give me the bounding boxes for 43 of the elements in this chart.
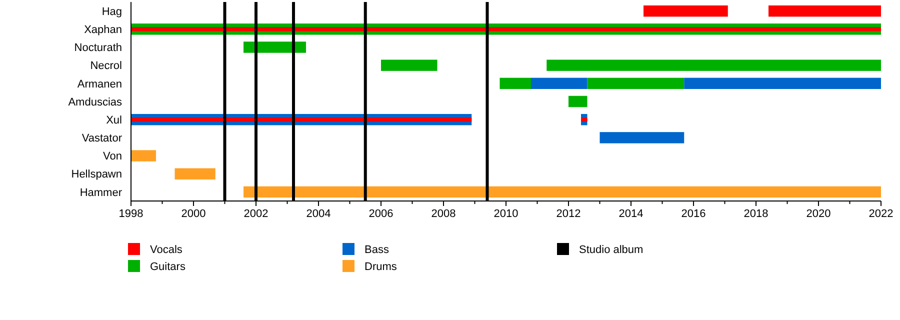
legend-label: Bass	[364, 244, 390, 256]
bar	[546, 60, 881, 71]
bar	[174, 168, 216, 180]
bar	[684, 78, 881, 90]
x-tick-label: 2010	[494, 208, 518, 220]
x-tick-label: 2000	[181, 208, 206, 220]
x-tick-label: 2018	[744, 208, 768, 220]
bar	[131, 150, 156, 162]
y-tick-label: Armanen	[77, 78, 122, 90]
x-tick-label: 2012	[556, 208, 581, 220]
y-tick-label: Amduscias	[68, 96, 122, 108]
y-tick-label: Hammer	[80, 186, 122, 199]
y-tick-label: Hellspawn	[71, 168, 122, 181]
bar	[568, 96, 588, 108]
x-tick-label: 2008	[431, 208, 456, 220]
y-tick-label: Xaphan	[84, 24, 122, 36]
legend-label: Drums	[364, 260, 398, 273]
x-tick-label: 2022	[868, 208, 894, 220]
y-tick-label: Von	[103, 150, 122, 163]
bar	[131, 27, 881, 32]
bar	[531, 78, 588, 90]
x-tick-label: 2006	[368, 208, 394, 220]
y-tick-label: Xul	[106, 114, 122, 126]
bar	[244, 42, 306, 53]
x-tick-label: 2002	[244, 208, 268, 220]
x-tick-label: 2020	[806, 208, 831, 220]
bar	[244, 186, 881, 198]
x-tick-label: 2016	[681, 208, 706, 220]
bar	[587, 78, 684, 90]
bar	[381, 60, 438, 71]
bar	[131, 118, 472, 122]
y-tick-label: Vastator	[82, 132, 122, 145]
y-tick-label: Nocturath	[74, 42, 122, 54]
legend-label: Studio album	[579, 244, 644, 256]
y-tick-label: Necrol	[90, 60, 122, 72]
legend-label: Vocals	[150, 244, 183, 256]
x-tick-label: 2004	[306, 208, 331, 220]
x-tick-label: 2014	[618, 208, 644, 220]
bar	[600, 132, 684, 144]
x-tick-label: 1998	[118, 208, 144, 220]
bar	[500, 78, 531, 90]
y-tick-label: Hag	[102, 6, 122, 18]
legend-label: Guitars	[150, 260, 186, 273]
